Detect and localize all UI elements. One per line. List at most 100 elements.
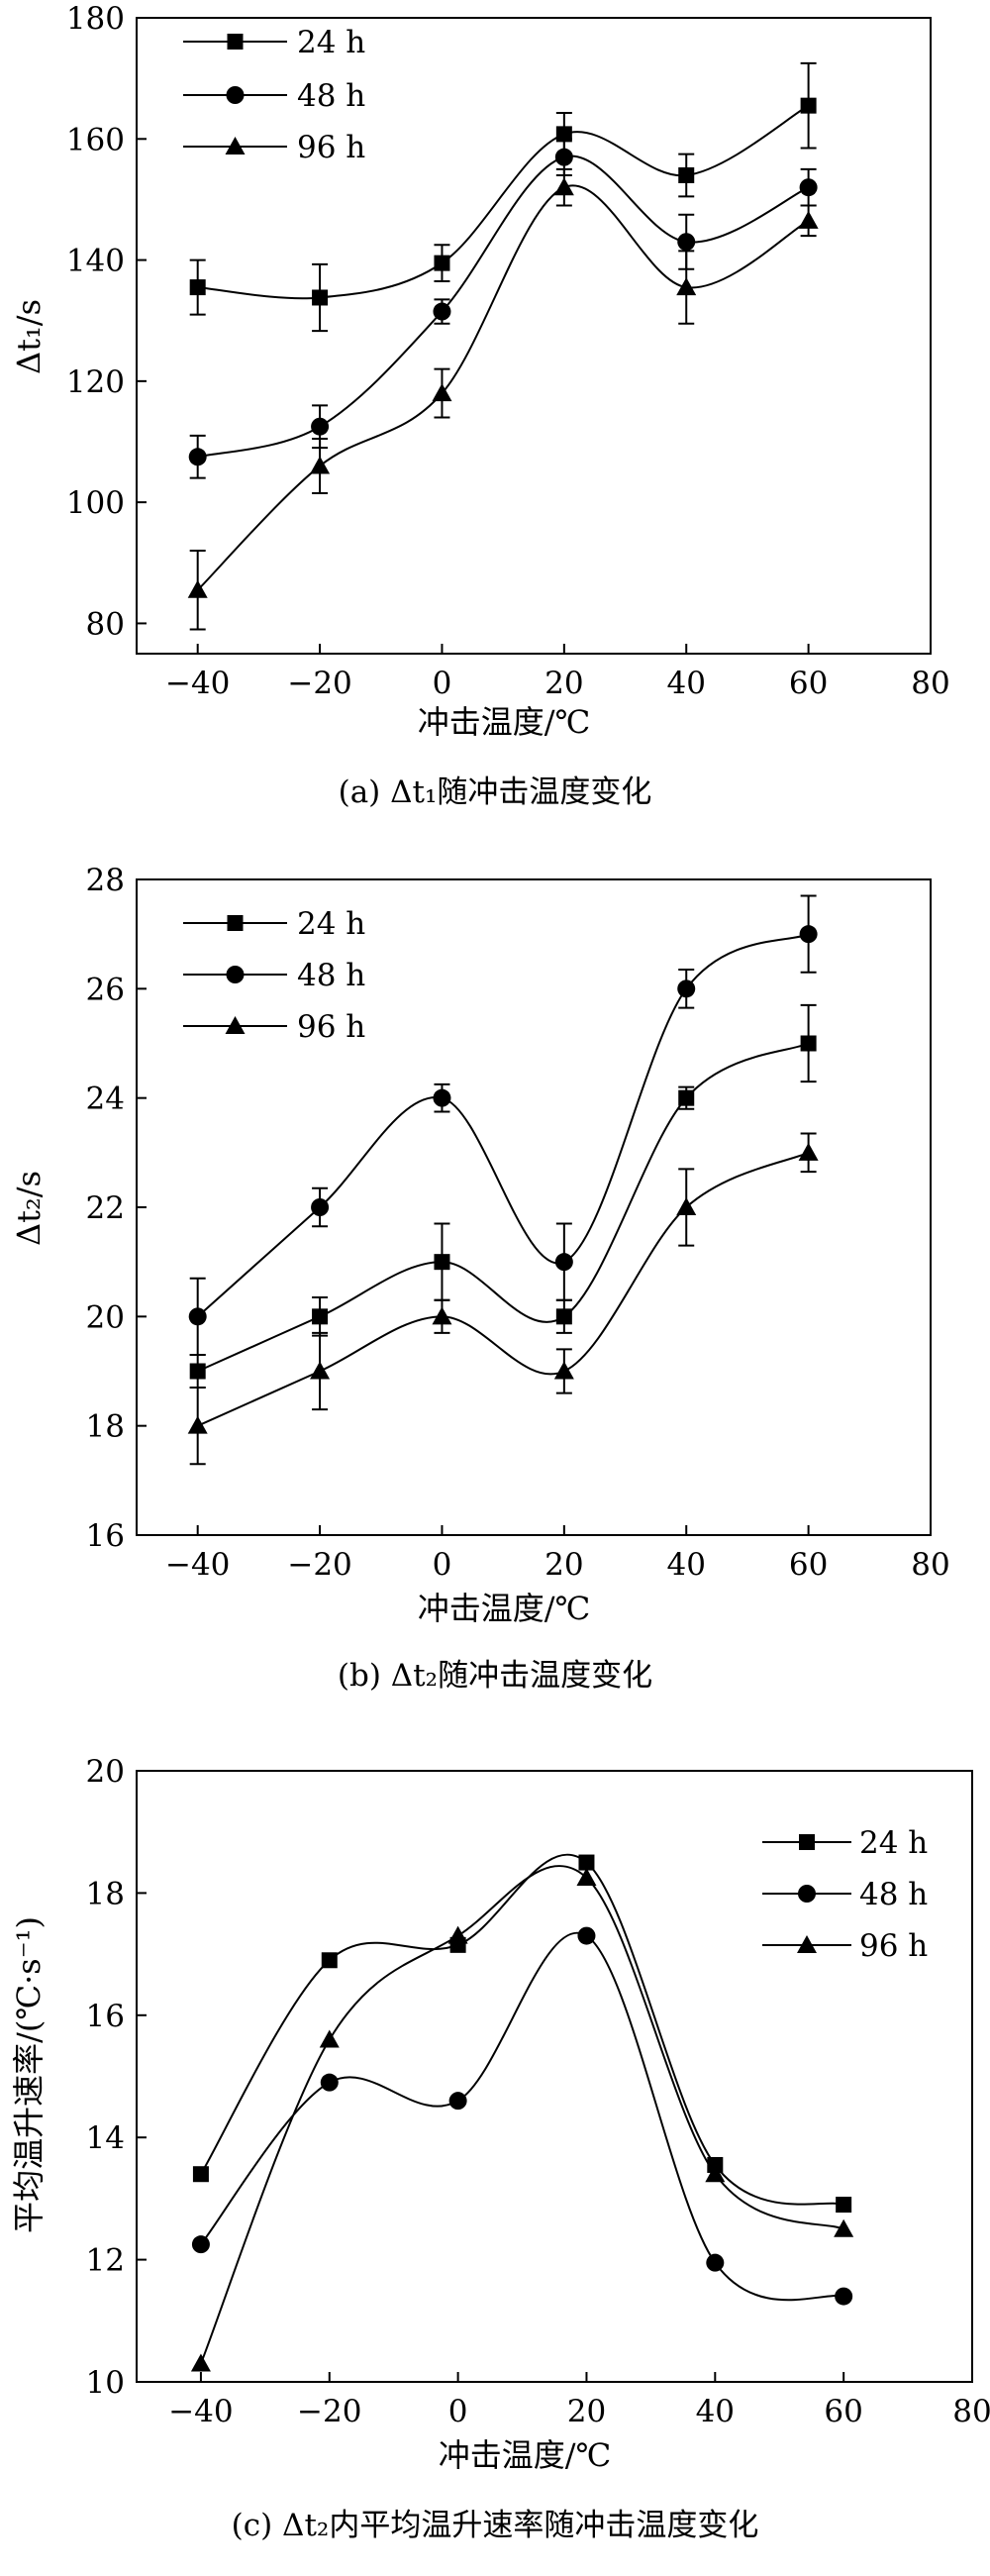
series-line bbox=[197, 933, 810, 1318]
data-point bbox=[320, 2073, 339, 2092]
y-tick-label: 80 bbox=[86, 606, 125, 642]
y-tick-label: 10 bbox=[86, 2365, 125, 2401]
x-tick-label: 20 bbox=[567, 2394, 606, 2429]
y-tick-label: 20 bbox=[86, 1299, 125, 1335]
data-point bbox=[677, 979, 696, 998]
legend-marker bbox=[226, 966, 245, 983]
legend-entry: 48 h bbox=[183, 958, 365, 993]
legend-entry: 24 h bbox=[183, 906, 365, 942]
data-point bbox=[799, 178, 818, 197]
data-point bbox=[310, 456, 331, 474]
data-point bbox=[434, 255, 450, 271]
legend-marker bbox=[225, 137, 246, 155]
series-line bbox=[197, 104, 810, 300]
x-axis-label: 冲击温度/℃ bbox=[418, 703, 591, 741]
legend-entry: 24 h bbox=[183, 25, 365, 60]
y-tick-label: 120 bbox=[66, 364, 125, 400]
series-line bbox=[200, 1853, 844, 2207]
legend-label: 24 h bbox=[297, 906, 365, 942]
legend-marker bbox=[226, 86, 245, 104]
x-tick-label: 60 bbox=[789, 1547, 828, 1583]
legend-marker bbox=[227, 915, 244, 931]
y-tick-label: 160 bbox=[66, 122, 125, 157]
data-point bbox=[835, 2287, 853, 2306]
chart-2: −40 −20 0 20 40 60 80 16 18 20 22 24 26 28 冲击温度/℃ Δt₂/s… bbox=[10, 863, 950, 1694]
y-tick-label: 180 bbox=[66, 1, 125, 37]
data-point bbox=[319, 2029, 340, 2048]
data-point bbox=[676, 1197, 697, 1215]
series-96h bbox=[187, 1132, 819, 1466]
y-tick-label: 14 bbox=[86, 2120, 125, 2156]
series-24h bbox=[189, 61, 817, 333]
data-point bbox=[187, 579, 208, 598]
x-tick-label: −40 bbox=[165, 666, 230, 701]
chart-caption: (c) Δt₂内平均温升速率随冲击温度变化 bbox=[232, 2508, 759, 2543]
y-axis-label: Δt₂/s bbox=[10, 1171, 48, 1246]
data-point bbox=[800, 1035, 817, 1052]
legend-entry: 24 h bbox=[762, 1825, 928, 1861]
y-tick-label: 26 bbox=[86, 972, 125, 1007]
series-line bbox=[196, 184, 810, 591]
y-tick-label: 18 bbox=[86, 1409, 125, 1445]
data-point bbox=[432, 1306, 452, 1325]
data-point bbox=[706, 2253, 725, 2272]
data-point bbox=[187, 1415, 208, 1434]
data-point bbox=[433, 1088, 451, 1107]
data-point bbox=[191, 2235, 210, 2254]
y-tick-label: 20 bbox=[86, 1754, 125, 1790]
legend-label: 24 h bbox=[297, 25, 365, 60]
x-axis-label: 冲击温度/℃ bbox=[439, 2436, 612, 2474]
data-point bbox=[311, 417, 330, 436]
series-96h bbox=[187, 167, 819, 631]
data-point bbox=[192, 2166, 209, 2183]
data-point bbox=[553, 177, 574, 196]
series-24h bbox=[192, 1853, 852, 2214]
y-axis-label: Δt₁/s bbox=[10, 299, 48, 374]
x-axis-label: 冲击温度/℃ bbox=[418, 1590, 591, 1627]
legend-entry: 96 h bbox=[183, 1009, 365, 1045]
x-tick-label: −20 bbox=[287, 1547, 351, 1583]
data-point bbox=[312, 289, 329, 306]
data-point bbox=[188, 1307, 207, 1326]
legend-label: 96 h bbox=[297, 1009, 365, 1045]
legend-marker bbox=[797, 1935, 817, 1953]
series-line bbox=[197, 1042, 810, 1373]
data-point bbox=[311, 1198, 330, 1216]
x-tick-label: 40 bbox=[667, 666, 706, 701]
series-48h bbox=[188, 894, 818, 1356]
y-tick-label: 100 bbox=[66, 485, 125, 521]
x-tick-label: 40 bbox=[696, 2394, 735, 2429]
data-point bbox=[799, 925, 818, 944]
legend-label: 96 h bbox=[859, 1928, 928, 1964]
data-point bbox=[447, 1925, 468, 1944]
legend-label: 48 h bbox=[297, 78, 365, 114]
series-line bbox=[199, 1865, 844, 2364]
data-point bbox=[800, 97, 817, 114]
series-line bbox=[200, 1931, 844, 2302]
y-tick-label: 22 bbox=[86, 1190, 125, 1226]
data-point bbox=[834, 2218, 854, 2237]
data-point bbox=[433, 302, 451, 321]
x-tick-label: 20 bbox=[544, 666, 583, 701]
legend-marker bbox=[798, 1885, 816, 1903]
x-tick-label: 60 bbox=[789, 666, 828, 701]
legend-entry: 96 h bbox=[762, 1928, 928, 1964]
data-point bbox=[432, 383, 452, 402]
legend-entry: 48 h bbox=[762, 1877, 928, 1912]
legend-marker bbox=[225, 1016, 246, 1034]
x-tick-label: 0 bbox=[448, 2394, 468, 2429]
plot-frame bbox=[136, 17, 932, 655]
legend-marker bbox=[227, 34, 244, 50]
data-point bbox=[578, 1854, 595, 1871]
legend-label: 96 h bbox=[297, 130, 365, 165]
x-tick-label: 80 bbox=[911, 666, 949, 701]
data-point bbox=[434, 1254, 450, 1271]
chart-caption: (a) Δt₁随冲击温度变化 bbox=[339, 774, 652, 810]
x-tick-label: 80 bbox=[952, 2394, 990, 2429]
data-point bbox=[677, 233, 696, 252]
data-point bbox=[448, 2092, 467, 2111]
data-point bbox=[190, 2353, 211, 2372]
data-point bbox=[188, 448, 207, 466]
data-point bbox=[189, 1363, 206, 1380]
